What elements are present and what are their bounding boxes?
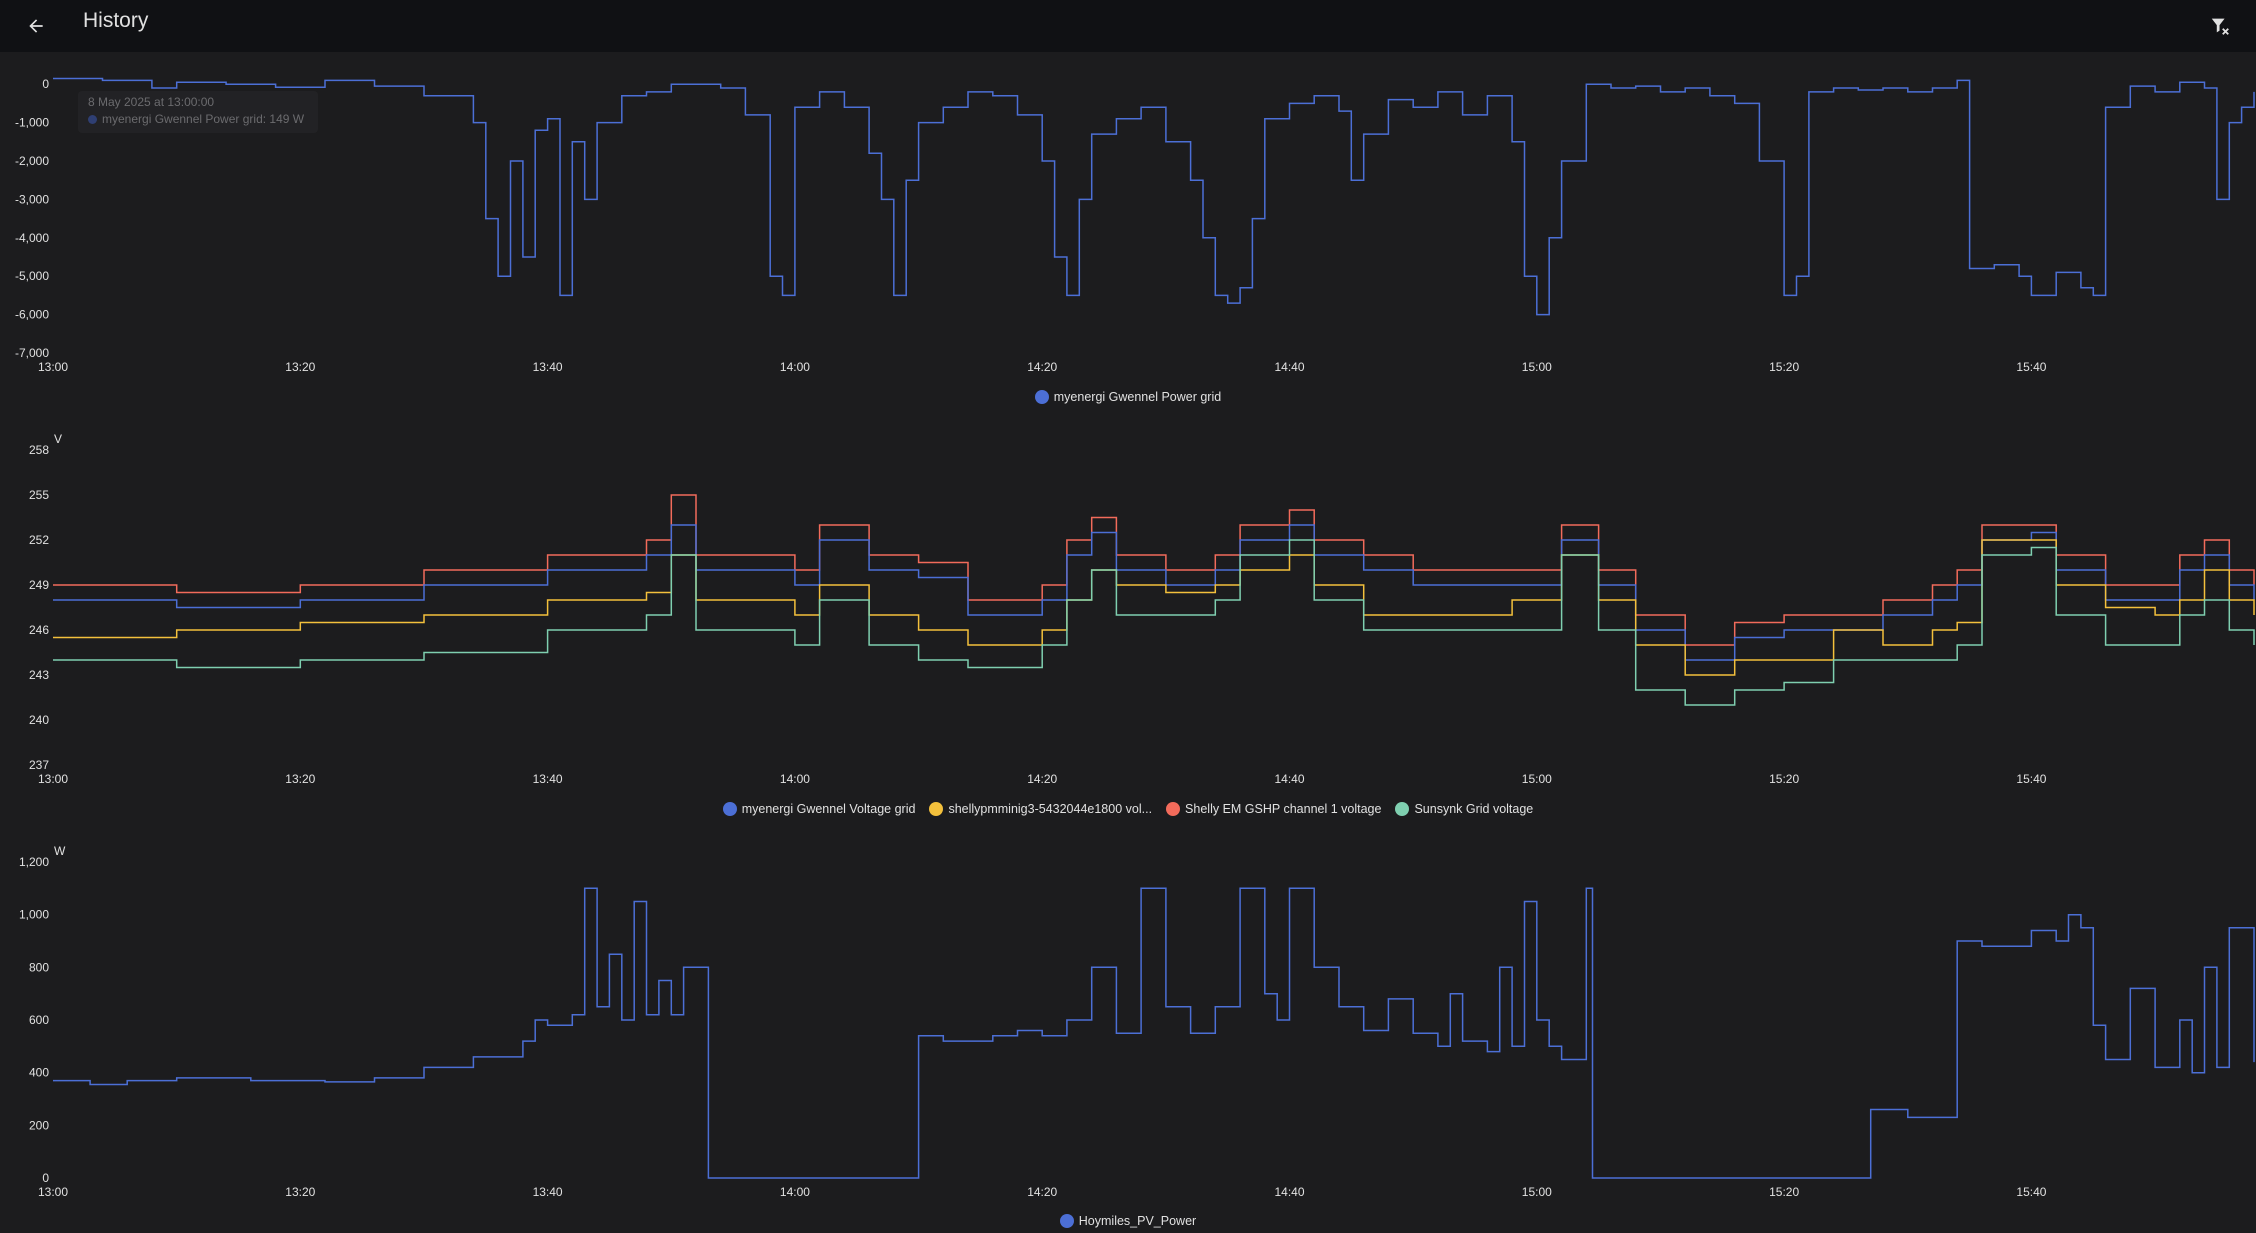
- page-title: History: [83, 9, 149, 32]
- legend-label: myenergi Gwennel Voltage grid: [741, 802, 916, 816]
- y-tick-label: 0: [42, 1171, 49, 1185]
- x-tick-label: 15:00: [1522, 772, 1552, 786]
- y-tick-label: 240: [29, 713, 49, 727]
- series-line-3: [53, 539, 2255, 706]
- x-tick-label: 14:00: [780, 1185, 810, 1199]
- tooltip-series-dot: [88, 114, 97, 124]
- y-tick-label: 246: [29, 623, 49, 637]
- x-tick-label: 14:20: [1027, 1185, 1057, 1199]
- tooltip-date: 8 May 2025 at 13:00:00: [88, 95, 215, 109]
- clear-filter-button[interactable]: [2202, 8, 2238, 44]
- legend-dot: [722, 802, 737, 816]
- legend-dot: [1034, 390, 1049, 404]
- x-tick-label: 15:40: [2016, 772, 2046, 786]
- x-tick-label: 14:00: [780, 772, 810, 786]
- y-axis-unit: W: [54, 844, 66, 858]
- legend-dot: [1166, 802, 1181, 816]
- legend-label: Hoymiles_PV_Power: [1078, 1214, 1197, 1228]
- x-tick-label: 13:00: [38, 1185, 68, 1199]
- legend-item[interactable]: myenergi Gwennel Power grid: [1034, 390, 1222, 404]
- y-tick-label: 1,200: [19, 855, 49, 869]
- top-app-bar: History: [0, 0, 2256, 52]
- x-tick-label: 14:20: [1027, 360, 1057, 374]
- x-tick-label: 15:40: [2016, 1185, 2046, 1199]
- x-tick-label: 15:00: [1522, 1185, 1552, 1199]
- voltage-legend: myenergi Gwennel Voltage grid shellypmmin…: [0, 802, 2256, 816]
- legend-item[interactable]: Hoymiles_PV_Power: [1059, 1214, 1197, 1228]
- x-tick-label: 13:20: [285, 772, 315, 786]
- pv-power-legend: Hoymiles_PV_Power: [0, 1214, 2256, 1228]
- x-tick-label: 14:40: [1275, 1185, 1305, 1199]
- legend-dot: [1059, 1214, 1074, 1228]
- series-line-2: [53, 539, 2255, 676]
- y-tick-label: -7,000: [15, 346, 49, 360]
- power-grid-chart[interactable]: 0 -1,000 -2,000 -3,000 -4,000 -5,000 -6,000 -7,…: [0, 52, 2256, 417]
- y-tick-label: -6,000: [15, 308, 49, 322]
- y-tick-label: 252: [29, 533, 49, 547]
- y-tick-label: 200: [29, 1118, 49, 1132]
- x-tick-label: 13:20: [285, 1185, 315, 1199]
- x-tick-label: 14:00: [780, 360, 810, 374]
- x-tick-label: 14:40: [1275, 360, 1305, 374]
- y-tick-label: 0: [42, 77, 49, 91]
- y-tick-label: -5,000: [15, 269, 49, 283]
- x-tick-label: 13:00: [38, 772, 68, 786]
- x-tick-label: 15:40: [2016, 360, 2046, 374]
- series-line-1: [53, 524, 2255, 661]
- legend-item[interactable]: shellypmminig3-5432044e1800 vol...: [929, 802, 1152, 816]
- legend-label: Sunsynk Grid voltage: [1414, 802, 1534, 816]
- y-tick-label: 400: [29, 1066, 49, 1080]
- series-line-0: [53, 887, 2255, 1179]
- y-tick-label: -3,000: [15, 192, 49, 206]
- arrow-left-icon: [29, 19, 43, 33]
- x-tick-label: 15:20: [1769, 1185, 1799, 1199]
- x-tick-label: 13:40: [533, 1185, 563, 1199]
- y-tick-label: -2,000: [15, 154, 49, 168]
- legend-item[interactable]: myenergi Gwennel Voltage grid: [722, 802, 916, 816]
- voltage-chart[interactable]: 258 255 252 249 246 243 240 237 V 13:00 13:20 13:40…: [0, 425, 2256, 795]
- tooltip-entry-text: myenergi Gwennel Power grid: 149 W: [102, 112, 305, 126]
- y-tick-label: -1,000: [15, 116, 49, 130]
- y-tick-label: 237: [29, 758, 49, 772]
- x-tick-label: 15:00: [1522, 360, 1552, 374]
- legend-label: Shelly EM GSHP channel 1 voltage: [1185, 802, 1382, 816]
- legend-dot: [1395, 802, 1410, 816]
- legend-dot: [929, 802, 944, 816]
- y-tick-label: 243: [29, 668, 49, 682]
- y-tick-label: 249: [29, 578, 49, 592]
- y-tick-label: 255: [29, 488, 49, 502]
- y-tick-label: 800: [29, 960, 49, 974]
- y-tick-label: 600: [29, 1013, 49, 1027]
- y-tick-label: 258: [29, 443, 49, 457]
- filter-remove-icon: [2211, 18, 2229, 35]
- series-line-0: [53, 77, 2255, 316]
- x-tick-label: 14:40: [1275, 772, 1305, 786]
- legend-item[interactable]: Shelly EM GSHP channel 1 voltage: [1166, 802, 1381, 816]
- back-button[interactable]: [18, 8, 54, 44]
- x-tick-label: 15:20: [1769, 772, 1799, 786]
- y-axis-unit: V: [54, 432, 62, 446]
- x-tick-label: 13:40: [533, 772, 563, 786]
- x-tick-label: 13:40: [533, 360, 563, 374]
- x-tick-label: 13:20: [285, 360, 315, 374]
- x-tick-label: 14:20: [1027, 772, 1057, 786]
- x-tick-label: 13:00: [38, 360, 68, 374]
- pv-power-chart[interactable]: 1,200 1,000 800 600 400 200 0 W 13:00 13:20 13:40 1…: [0, 838, 2256, 1208]
- legend-label: myenergi Gwennel Power grid: [1053, 390, 1222, 404]
- tooltip-entry: myenergi Gwennel Power grid: 149 W: [88, 112, 304, 126]
- legend-label: shellypmminig3-5432044e1800 vol...: [948, 802, 1153, 816]
- legend-item[interactable]: Sunsynk Grid voltage: [1395, 802, 1533, 816]
- chart-tooltip: 8 May 2025 at 13:00:00 myenergi Gwennel …: [78, 91, 318, 133]
- x-tick-label: 15:20: [1769, 360, 1799, 374]
- y-tick-label: -4,000: [15, 231, 49, 245]
- power-grid-legend: myenergi Gwennel Power grid: [0, 390, 2256, 404]
- y-tick-label: 1,000: [19, 908, 49, 922]
